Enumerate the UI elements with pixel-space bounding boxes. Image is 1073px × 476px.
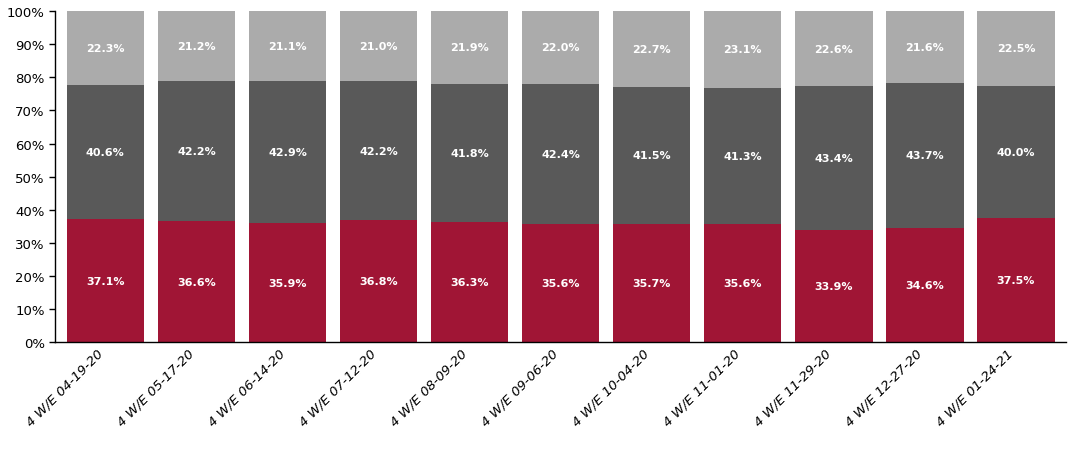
Bar [704,12,781,89]
Bar [613,12,690,87]
Bar [249,224,326,343]
Text: 43.7%: 43.7% [906,151,944,161]
Text: 34.6%: 34.6% [906,280,944,290]
Bar [340,81,417,221]
Bar [67,86,144,220]
Text: 21.2%: 21.2% [177,42,216,52]
Bar [431,84,509,223]
Text: 21.0%: 21.0% [359,42,398,51]
Text: 37.1%: 37.1% [86,277,124,287]
Bar [340,221,417,343]
Bar [158,82,235,222]
Bar [613,87,690,225]
Text: 36.8%: 36.8% [359,277,398,287]
Text: 35.7%: 35.7% [632,278,671,288]
Text: 35.6%: 35.6% [542,279,579,289]
Text: 42.2%: 42.2% [359,146,398,156]
Bar [431,12,509,84]
Text: 36.3%: 36.3% [451,278,489,288]
Bar [795,230,872,343]
Text: 22.0%: 22.0% [542,43,579,53]
Text: 35.6%: 35.6% [723,279,762,289]
Bar [521,12,600,85]
Text: 36.6%: 36.6% [177,277,216,287]
Text: 22.3%: 22.3% [86,44,124,54]
Bar [978,218,1055,343]
Bar [795,12,872,87]
Bar [249,82,326,224]
Text: 41.3%: 41.3% [723,152,762,162]
Bar [886,12,964,84]
Text: 35.9%: 35.9% [268,278,307,288]
Bar [978,86,1055,218]
Bar [340,12,417,81]
Text: 37.5%: 37.5% [997,276,1035,286]
Text: 21.1%: 21.1% [268,42,307,52]
Bar [67,220,144,343]
Text: 33.9%: 33.9% [814,282,853,292]
Bar [158,12,235,82]
Text: 22.7%: 22.7% [632,45,671,55]
Text: 22.6%: 22.6% [814,45,853,55]
Bar [249,12,326,82]
Bar [978,12,1055,86]
Text: 22.5%: 22.5% [997,44,1035,54]
Bar [795,87,872,230]
Text: 41.8%: 41.8% [451,149,489,159]
Bar [704,89,781,225]
Bar [158,222,235,343]
Bar [431,223,509,343]
Text: 41.5%: 41.5% [632,151,671,161]
Text: 43.4%: 43.4% [814,154,853,164]
Text: 23.1%: 23.1% [723,45,762,55]
Bar [886,84,964,228]
Text: 40.6%: 40.6% [86,148,124,158]
Bar [521,85,600,225]
Bar [521,225,600,343]
Bar [613,225,690,343]
Text: 21.6%: 21.6% [906,43,944,53]
Text: 42.2%: 42.2% [177,147,216,157]
Text: 40.0%: 40.0% [997,148,1035,158]
Text: 21.9%: 21.9% [451,43,489,53]
Text: 42.9%: 42.9% [268,148,307,158]
Bar [886,228,964,343]
Bar [67,12,144,86]
Bar [704,225,781,343]
Text: 42.4%: 42.4% [541,150,580,160]
